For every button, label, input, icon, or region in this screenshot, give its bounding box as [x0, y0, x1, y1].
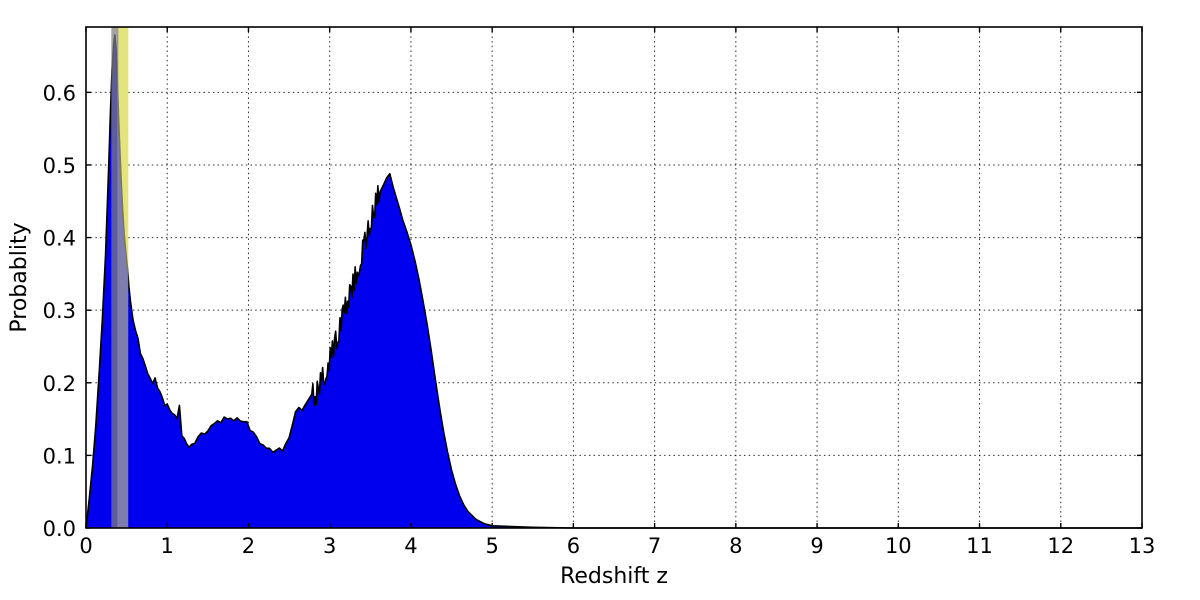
x-tick-label-6: 6: [567, 534, 580, 558]
x-tick-label-8: 8: [729, 534, 742, 558]
y-axis-title: Probablity: [7, 222, 32, 332]
y-tick-label-6: 0.6: [43, 81, 76, 105]
x-tick-label-3: 3: [323, 534, 336, 558]
tick-marks: [85, 27, 1143, 529]
y-tick-label-2: 0.2: [43, 372, 76, 396]
axes-frame: [85, 26, 1143, 529]
x-tick-label-13: 13: [1129, 534, 1156, 558]
x-tick-labels: 0 1 2 3 4 5 6 7 8 9 10 11 12 13: [79, 534, 1155, 558]
x-tick-label-2: 2: [242, 534, 255, 558]
x-tick-label-11: 11: [966, 534, 993, 558]
annotations-foreground: [111, 27, 129, 528]
x-tick-label-4: 4: [404, 534, 417, 558]
pdf-outline: [85, 34, 1142, 529]
x-tick-label-10: 10: [885, 534, 912, 558]
x-tick-label-5: 5: [485, 534, 498, 558]
y-tick-label-3: 0.3: [43, 299, 76, 323]
y-tick-labels: 0.0 0.1 0.2 0.3 0.4 0.5 0.6: [43, 81, 76, 541]
x-tick-label-7: 7: [648, 534, 661, 558]
pdf-area-fill: [86, 34, 1142, 529]
y-tick-label-5: 0.5: [43, 154, 76, 178]
y-tick-label-4: 0.4: [43, 227, 76, 251]
x-tick-label-12: 12: [1047, 534, 1074, 558]
x-tick-label-9: 9: [810, 534, 823, 558]
x-tick-label-0: 0: [79, 534, 92, 558]
spectroscopic-redshift-band-overlay: [117, 27, 129, 528]
x-axis-title: Redshift z: [560, 564, 668, 589]
y-tick-label-0: 0.0: [43, 517, 76, 541]
y-tick-label-1: 0.1: [43, 444, 76, 468]
x-tick-label-1: 1: [161, 534, 174, 558]
